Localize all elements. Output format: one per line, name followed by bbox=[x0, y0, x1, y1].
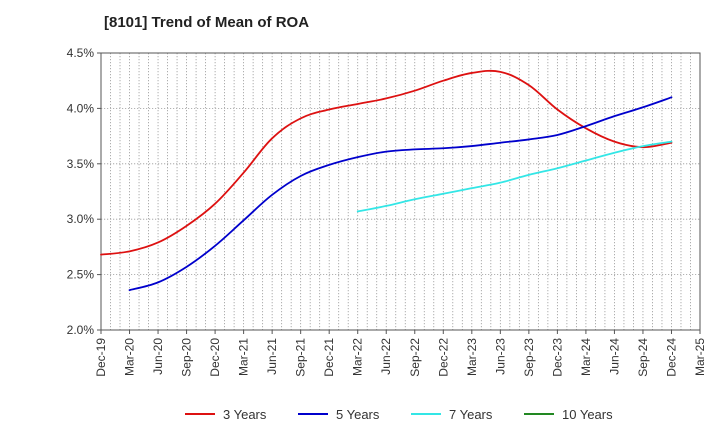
series-line-3-years bbox=[100, 69, 673, 256]
x-tick-label: Mar-20 bbox=[123, 338, 137, 376]
y-tick-label: 4.0% bbox=[67, 101, 95, 115]
x-tick-label: Sep-20 bbox=[180, 338, 194, 377]
series-line-5-years bbox=[128, 96, 673, 292]
x-tick-label: Jun-20 bbox=[151, 338, 165, 375]
legend-label-5-years: 5 Years bbox=[336, 407, 380, 422]
y-tick-label: 3.0% bbox=[67, 212, 95, 226]
x-tick-label: Dec-20 bbox=[208, 338, 222, 377]
x-tick-label: Sep-24 bbox=[636, 338, 650, 377]
x-tick-label: Jun-22 bbox=[379, 338, 393, 375]
x-tick-label: Sep-21 bbox=[294, 338, 308, 377]
x-tick-label: Mar-23 bbox=[465, 338, 479, 376]
x-tick-label: Jun-21 bbox=[265, 338, 279, 375]
plot-frame bbox=[100, 52, 701, 331]
x-tick-label: Jun-24 bbox=[607, 338, 621, 375]
y-tick-label: 2.5% bbox=[67, 268, 95, 282]
series-line-7-years bbox=[356, 140, 673, 213]
legend-layer: 3 Years 5 Years 7 Years 10 Years bbox=[185, 407, 613, 422]
x-tick-label: Mar-24 bbox=[579, 338, 593, 376]
x-tick-label: Mar-21 bbox=[237, 338, 251, 376]
x-tick-label: Mar-22 bbox=[351, 338, 365, 376]
x-tick-label: Dec-23 bbox=[550, 338, 564, 377]
axis-layer: 2.0% 2.5% 3.0% 3.5% 4.0% 4.5% Dec-19 Mar-20 Jun-… bbox=[67, 46, 707, 377]
series-layer bbox=[100, 69, 673, 292]
x-tick-label: Jun-23 bbox=[493, 338, 507, 375]
y-tick-label: 4.5% bbox=[67, 46, 95, 60]
y-tick-label: 2.0% bbox=[67, 323, 95, 337]
x-tick-label: Dec-21 bbox=[322, 338, 336, 377]
legend-label-10-years: 10 Years bbox=[562, 407, 613, 422]
x-tick-label: Dec-19 bbox=[94, 338, 108, 377]
x-tick-label: Mar-25 bbox=[693, 338, 707, 376]
x-tick-label: Dec-22 bbox=[436, 338, 450, 377]
x-tick-label: Sep-22 bbox=[408, 338, 422, 377]
legend-label-3-years: 3 Years bbox=[223, 407, 267, 422]
legend-label-7-years: 7 Years bbox=[449, 407, 493, 422]
x-tick-label: Dec-24 bbox=[664, 338, 678, 377]
chart-title: [8101] Trend of Mean of ROA bbox=[104, 14, 310, 31]
x-tick-label: Sep-23 bbox=[522, 338, 536, 377]
y-tick-label: 3.5% bbox=[67, 157, 95, 171]
